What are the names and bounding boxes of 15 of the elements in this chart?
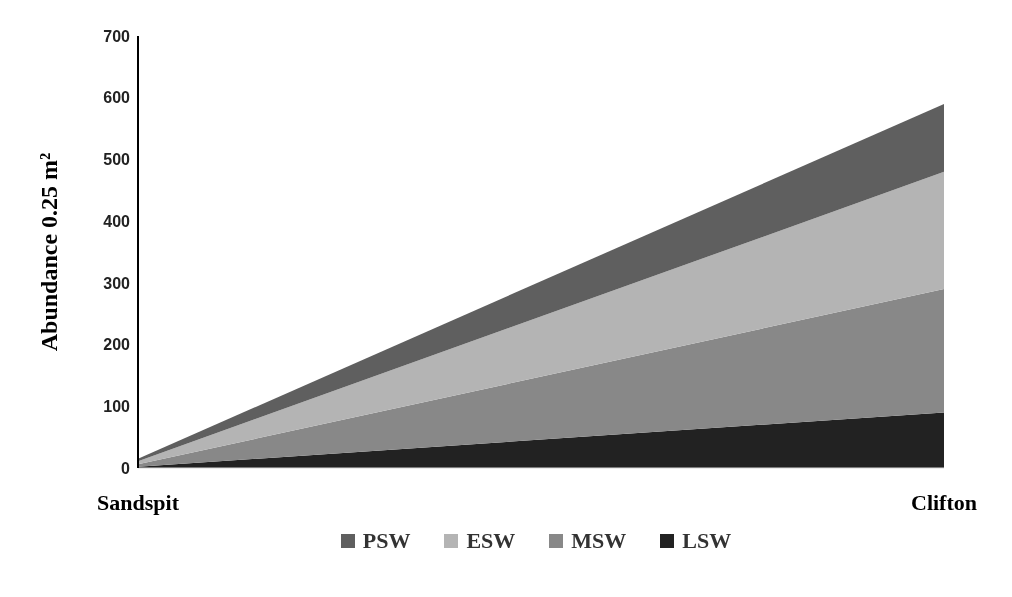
y-axis-title: Abundance 0.25 m² bbox=[35, 152, 62, 352]
y-tick-label: 300 bbox=[103, 274, 131, 292]
y-tick-label: 400 bbox=[103, 212, 131, 230]
y-tick-label: 700 bbox=[103, 27, 131, 45]
y-tick-label: 600 bbox=[103, 89, 131, 107]
x-tick-label: Clifton bbox=[911, 489, 977, 515]
y-tick-label: 200 bbox=[103, 336, 131, 354]
legend-label: PSW bbox=[362, 528, 411, 554]
y-tick-label: 0 bbox=[121, 459, 131, 477]
legend-label: LSW bbox=[682, 528, 732, 554]
y-tick-label: 500 bbox=[103, 151, 131, 169]
y-tick-label: 100 bbox=[103, 397, 131, 415]
x-tick-label: Sandspit bbox=[97, 489, 180, 515]
legend-label: ESW bbox=[466, 528, 516, 554]
legend-label: MSW bbox=[571, 528, 627, 554]
